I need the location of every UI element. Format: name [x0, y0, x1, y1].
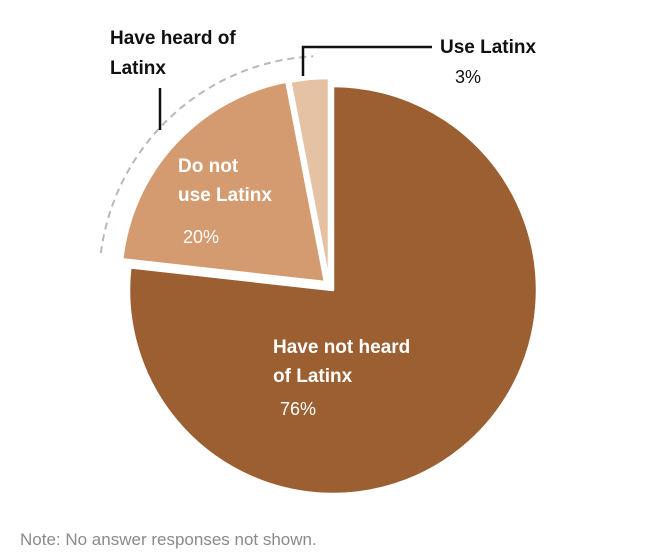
- do-not-use-label-line-1: Do not: [178, 156, 239, 177]
- slice-have-not-heard: [127, 84, 539, 496]
- use-latinx-leader: [301, 45, 432, 76]
- label-guides: [99, 45, 432, 254]
- have-not-heard-label-line-1: Have not heard: [273, 337, 410, 358]
- do-not-use-value: 20%: [183, 227, 219, 247]
- slice-labels: Have heard of Latinx Use Latinx 3% Do not use…: [110, 28, 537, 419]
- do-not-use-label-line-2: use Latinx: [178, 185, 272, 206]
- group-label-line-1: Have heard of: [110, 28, 236, 49]
- have-not-heard-label-line-2: of Latinx: [273, 366, 353, 387]
- group-dashed-arc: [99, 55, 314, 254]
- use-latinx-value: 3%: [455, 67, 481, 87]
- pie-slices: [121, 76, 539, 496]
- have-not-heard-value: 76%: [280, 399, 316, 419]
- slice-do-not-use: [121, 80, 327, 284]
- slice-use-latinx: [289, 76, 331, 284]
- use-latinx-label: Use Latinx: [440, 37, 537, 58]
- group-label-line-2: Latinx: [110, 58, 166, 79]
- chart-note: Note: No answer responses not shown.: [20, 530, 317, 549]
